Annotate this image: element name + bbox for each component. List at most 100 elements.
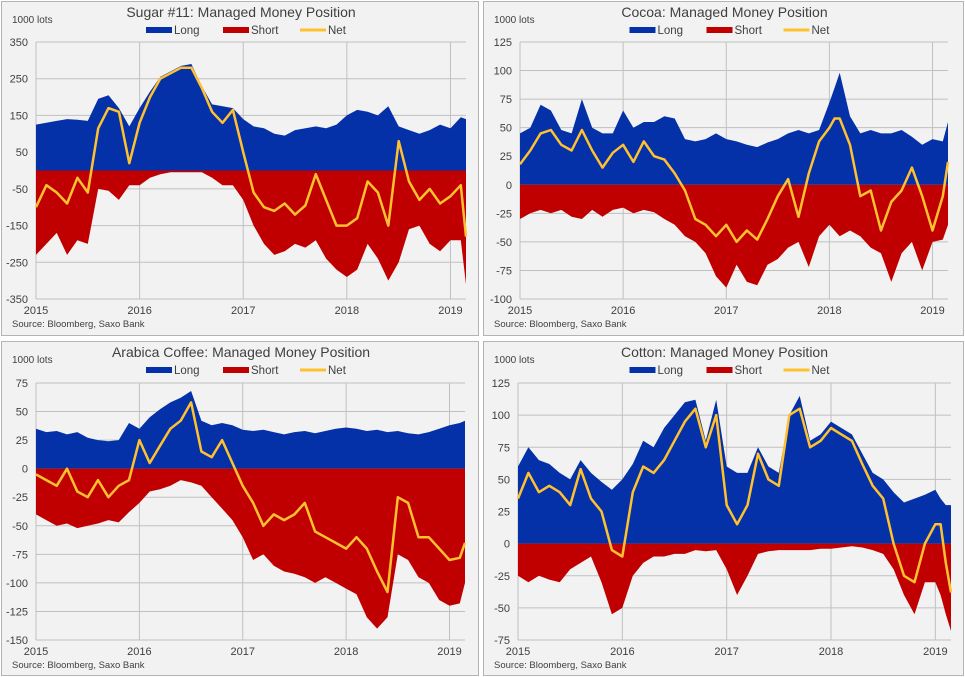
y-tick-label: 0: [22, 464, 28, 476]
long-area: [520, 72, 948, 185]
source-note: Source: Bloomberg, Saxo Bank: [12, 319, 145, 330]
x-tick-label: 2015: [24, 305, 48, 317]
y-tick-label: 125: [494, 37, 512, 49]
source-note: Source: Bloomberg, Saxo Bank: [494, 319, 627, 330]
y-tick-label: -50: [496, 237, 512, 249]
y-tick-label: 100: [492, 410, 510, 422]
long-area: [518, 395, 951, 544]
arabica-coffee-chart-panel: Arabica Coffee: Managed Money Position 10…: [1, 341, 479, 676]
y-tick-label: -100: [6, 578, 28, 590]
legend-label-short: Short: [251, 365, 279, 377]
y-tick-label: -75: [496, 265, 512, 277]
legend-label-net: Net: [812, 25, 831, 37]
x-tick-label: 2017: [231, 646, 255, 658]
legend-label-net: Net: [328, 365, 347, 377]
x-tick-label: 2016: [127, 305, 151, 317]
y-tick-label: -150: [6, 221, 28, 233]
legend-swatch-short: [706, 367, 733, 373]
x-tick-label: 2017: [714, 305, 738, 317]
y-tick-label: 25: [500, 151, 512, 163]
y-tick-label: 50: [16, 407, 28, 419]
x-tick-label: 2015: [24, 646, 48, 658]
unit-label: 1000 lots: [12, 15, 53, 26]
short-area: [36, 468, 465, 629]
unit-label: 1000 lots: [12, 355, 53, 366]
net-line: [34, 66, 468, 237]
y-tick-label: -50: [494, 603, 510, 615]
y-tick-label: 25: [16, 435, 28, 447]
sugar-chart-panel: Sugar #11: Managed Money Position 1000 lo…: [1, 1, 479, 336]
y-tick-label: 50: [16, 147, 28, 159]
x-tick-label: 2015: [508, 305, 532, 317]
y-tick-label: -125: [6, 606, 28, 618]
net-line: [35, 401, 467, 594]
chart-svg: Arabica Coffee: Managed Money Position 10…: [6, 344, 467, 671]
x-tick-label: 2019: [923, 646, 947, 658]
legend-swatch-long: [629, 27, 656, 33]
legend-label-long: Long: [658, 25, 684, 37]
y-tick-label: 0: [504, 539, 510, 551]
x-tick-label: 2019: [920, 305, 944, 317]
y-tick-label: 100: [494, 66, 512, 78]
legend-label-short: Short: [735, 365, 763, 377]
legend-label-short: Short: [735, 25, 763, 37]
y-tick-label: 25: [498, 507, 510, 519]
legend-label-net: Net: [328, 25, 347, 37]
legend-swatch-long: [146, 27, 172, 33]
x-tick-label: 2018: [335, 305, 359, 317]
y-tick-label: 75: [16, 378, 28, 390]
y-tick-label: -50: [12, 184, 28, 196]
net-line: [519, 117, 950, 244]
x-tick-label: 2018: [817, 305, 841, 317]
x-tick-label: 2018: [334, 646, 358, 658]
legend-label-long: Long: [174, 365, 200, 377]
y-tick-label: -25: [494, 571, 510, 583]
cocoa-chart-panel: Cocoa: Managed Money Position 1000 lots Lo…: [483, 1, 964, 336]
legend-label-long: Long: [658, 365, 684, 377]
unit-label: 1000 lots: [494, 15, 535, 26]
y-tick-label: 150: [10, 110, 28, 122]
chart-svg: Sugar #11: Managed Money Position 1000 lo…: [6, 4, 468, 330]
y-tick-label: 75: [498, 442, 510, 454]
chart-title: Cocoa: Managed Money Position: [621, 4, 827, 20]
x-tick-label: 2019: [438, 305, 462, 317]
y-tick-label: 250: [10, 74, 28, 86]
y-tick-label: -25: [496, 208, 512, 220]
unit-label: 1000 lots: [494, 355, 535, 366]
x-tick-label: 2017: [231, 305, 255, 317]
chart-svg: Cotton: Managed Money Position 1000 lots L…: [492, 344, 953, 671]
y-tick-label: -350: [6, 294, 28, 306]
source-note: Source: Bloomberg, Saxo Bank: [12, 660, 145, 671]
y-tick-label: 0: [506, 180, 512, 192]
x-tick-label: 2018: [819, 646, 843, 658]
y-tick-label: -50: [12, 521, 28, 533]
legend-label-long: Long: [174, 25, 200, 37]
short-area: [36, 170, 466, 285]
chart-title: Cotton: Managed Money Position: [621, 344, 828, 360]
chart-title: Arabica Coffee: Managed Money Position: [112, 344, 370, 360]
y-tick-label: -75: [494, 635, 510, 647]
y-tick-label: -75: [12, 549, 28, 561]
legend-swatch-short: [706, 27, 733, 33]
legend-swatch-short: [223, 27, 249, 33]
y-tick-label: 50: [498, 474, 510, 486]
legend-swatch-long: [146, 367, 172, 373]
y-tick-label: 75: [500, 94, 512, 106]
net-line: [516, 407, 953, 593]
y-tick-label: 50: [500, 123, 512, 135]
chart-title: Sugar #11: Managed Money Position: [126, 4, 355, 20]
long-area: [36, 64, 466, 171]
y-tick-label: -250: [6, 257, 28, 269]
chart-svg: Cocoa: Managed Money Position 1000 lots Lo…: [490, 4, 950, 330]
x-tick-label: 2016: [127, 646, 151, 658]
legend-label-net: Net: [812, 365, 831, 377]
legend-swatch-short: [223, 367, 249, 373]
y-tick-label: -25: [12, 492, 28, 504]
x-tick-label: 2017: [714, 646, 738, 658]
y-tick-label: 350: [10, 37, 28, 49]
y-tick-label: -100: [490, 294, 512, 306]
source-note: Source: Bloomberg, Saxo Bank: [494, 660, 627, 671]
cotton-chart-panel: Cotton: Managed Money Position 1000 lots L…: [483, 341, 964, 676]
short-area: [518, 543, 951, 631]
legend-swatch-long: [629, 367, 656, 373]
